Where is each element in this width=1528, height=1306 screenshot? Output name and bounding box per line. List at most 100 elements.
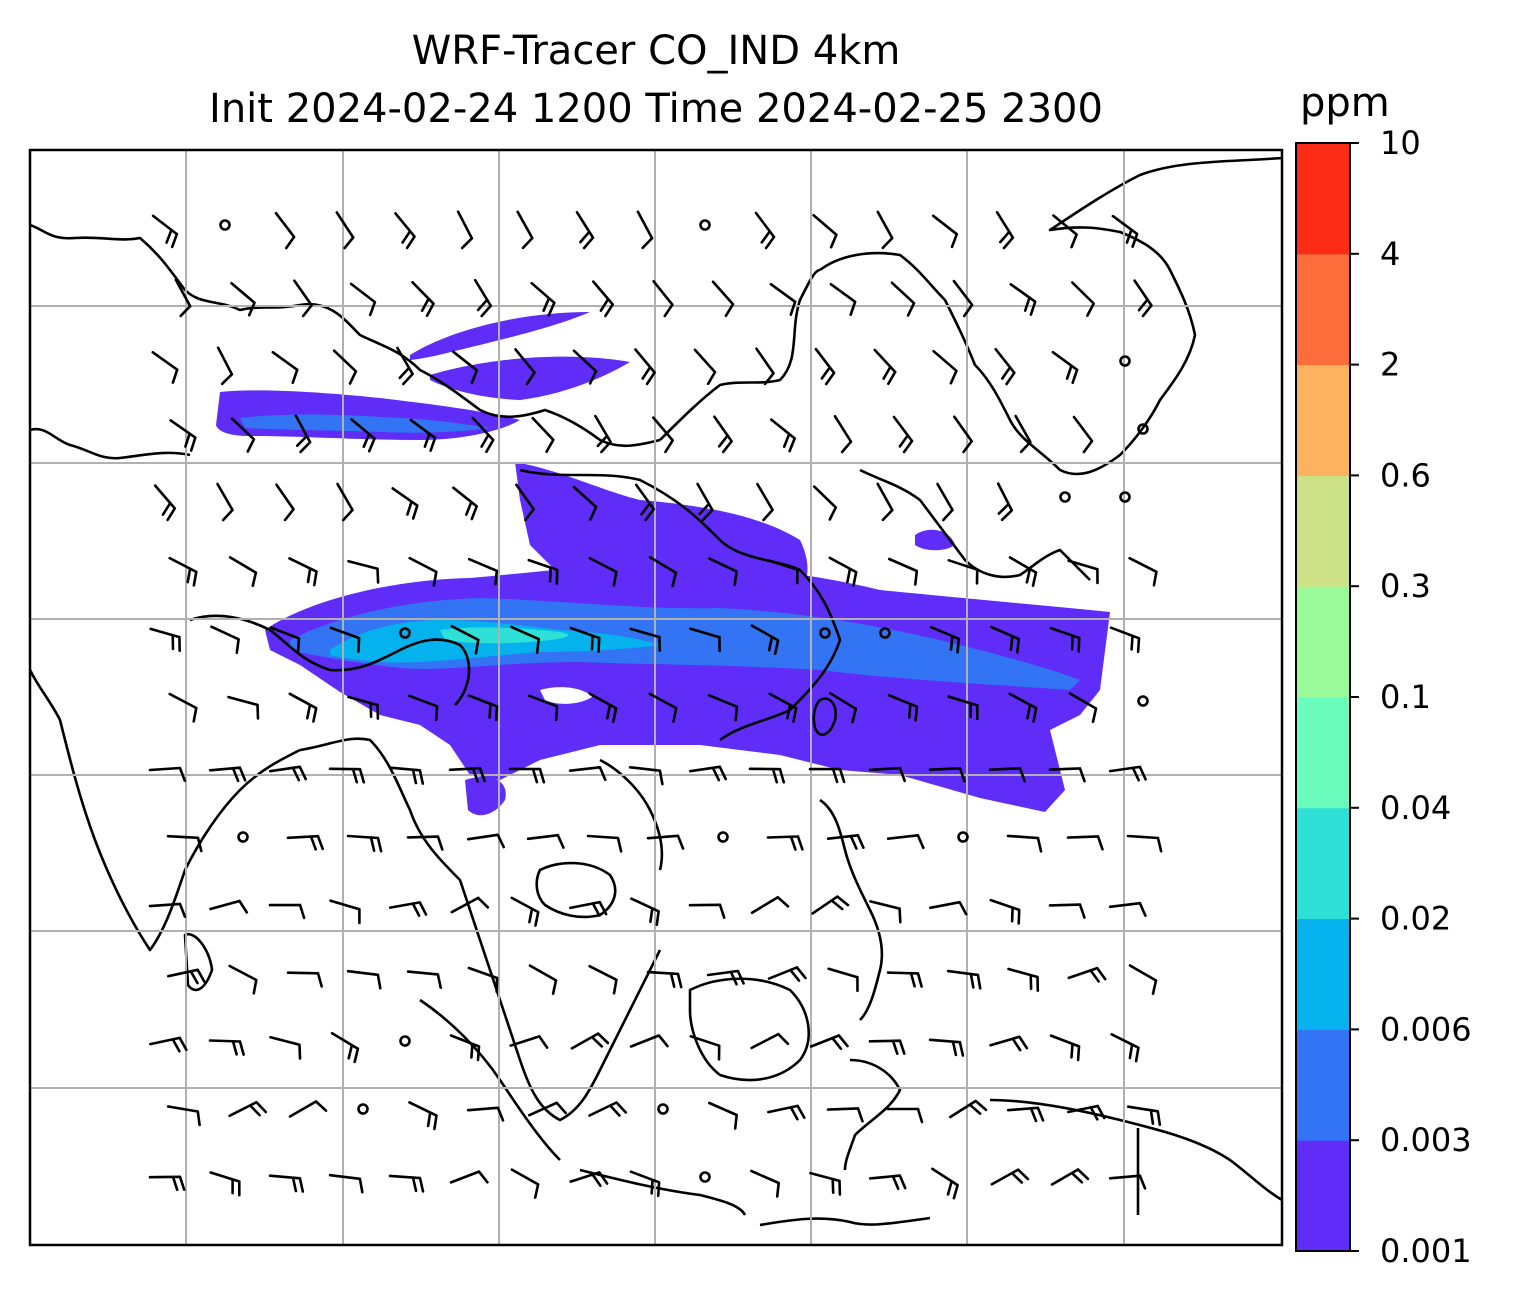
coastline-inner-border-1 bbox=[189, 614, 471, 706]
wind-barb bbox=[1108, 765, 1147, 782]
wind-barb bbox=[336, 482, 354, 522]
calm-wind-marker bbox=[1137, 695, 1149, 707]
wind-barb bbox=[750, 624, 780, 655]
wind-barb bbox=[588, 556, 618, 587]
wind-barb bbox=[688, 903, 726, 919]
coastline-lesser-sunda bbox=[759, 1216, 931, 1227]
wind-barb bbox=[868, 1039, 906, 1055]
calm-wind-marker bbox=[237, 831, 249, 843]
wind-barb bbox=[153, 484, 177, 522]
plume-mid-concentration bbox=[290, 598, 1080, 690]
wind-barb bbox=[451, 350, 479, 385]
map-subtitle: Init 2024-02-24 1200 Time 2024-02-25 230… bbox=[209, 86, 1103, 132]
wind-barb bbox=[288, 692, 318, 723]
co-tracer-plume bbox=[216, 312, 1110, 816]
map-frame bbox=[28, 148, 1284, 1247]
wind-barb bbox=[467, 966, 499, 993]
wind-barb bbox=[988, 767, 1026, 783]
wind-barb bbox=[456, 210, 474, 250]
colorbar-segment bbox=[1296, 364, 1350, 476]
wind-barb bbox=[947, 559, 979, 585]
wind-barb bbox=[208, 1039, 245, 1056]
map-area bbox=[30, 150, 1282, 1245]
colorbar-unit: ppm bbox=[1300, 80, 1390, 126]
wind-barb bbox=[227, 695, 260, 720]
wind-barb bbox=[396, 346, 414, 386]
wind-barb bbox=[1110, 1033, 1140, 1063]
wind-barb bbox=[931, 214, 959, 249]
coastline-sulawesi bbox=[843, 1058, 902, 1171]
wind-barb bbox=[989, 898, 1021, 925]
wind-barb bbox=[750, 1032, 790, 1050]
wind-barb bbox=[406, 970, 442, 989]
coastline-new-guinea bbox=[989, 1098, 1282, 1202]
wind-barb bbox=[629, 1034, 669, 1048]
wind-barb bbox=[528, 964, 558, 995]
wind-barb bbox=[1128, 556, 1158, 587]
wind-barb bbox=[707, 694, 739, 722]
wind-barb bbox=[1049, 626, 1081, 653]
wind-barb bbox=[1067, 1104, 1106, 1121]
wind-barb bbox=[329, 899, 361, 925]
wind-barb bbox=[1014, 414, 1032, 454]
wind-barb bbox=[530, 281, 556, 317]
wind-barb bbox=[572, 485, 598, 521]
wind-barb bbox=[1128, 964, 1158, 995]
wind-barb bbox=[288, 557, 318, 587]
wind-barb bbox=[1067, 559, 1099, 585]
wind-barb bbox=[826, 1107, 864, 1123]
wind-barb bbox=[388, 1174, 425, 1193]
wind-barb bbox=[1009, 283, 1037, 316]
wind-barb bbox=[347, 559, 380, 584]
wind-barb bbox=[448, 766, 486, 783]
wind-barb bbox=[288, 1100, 328, 1118]
wind-barb bbox=[713, 415, 733, 454]
colorbar-segment bbox=[1296, 697, 1350, 809]
wind-barb bbox=[828, 556, 858, 587]
wind-barb bbox=[652, 280, 674, 318]
wind-barb bbox=[708, 557, 738, 587]
wind-barb bbox=[770, 418, 796, 453]
wind-barb bbox=[449, 1170, 489, 1184]
wind-barb bbox=[569, 900, 608, 917]
colorbar-segment bbox=[1296, 143, 1350, 255]
plume-gap bbox=[540, 687, 592, 704]
wind-barb bbox=[754, 211, 776, 250]
wind-barb bbox=[526, 833, 565, 849]
wind-barb bbox=[652, 416, 674, 454]
colorbar-tick-label: 0.006 bbox=[1380, 1010, 1472, 1048]
wind-barb bbox=[510, 896, 540, 927]
wind-barb bbox=[1007, 967, 1040, 992]
wind-barb bbox=[228, 1100, 268, 1118]
wind-barb bbox=[452, 486, 478, 521]
calm-wind-marker bbox=[399, 627, 411, 639]
wind-barb bbox=[890, 281, 916, 317]
colorbar-segment bbox=[1296, 475, 1350, 587]
wind-barb bbox=[767, 559, 799, 585]
calm-wind-marker bbox=[357, 1103, 369, 1115]
wind-barb bbox=[932, 349, 958, 385]
wind-barb bbox=[329, 626, 361, 653]
colorbar-tick-label: 0.1 bbox=[1380, 678, 1431, 716]
wind-barb bbox=[166, 834, 203, 853]
wind-barb bbox=[450, 624, 480, 655]
wind-barb bbox=[768, 692, 798, 723]
wind-barb bbox=[407, 694, 439, 722]
wind-barb bbox=[294, 414, 312, 454]
wind-barb bbox=[946, 969, 982, 990]
wind-barb bbox=[767, 966, 807, 982]
wind-barb bbox=[594, 414, 612, 454]
wind-barb bbox=[1072, 415, 1094, 454]
wind-barb bbox=[646, 970, 683, 989]
wind-barb bbox=[572, 349, 598, 385]
wind-barb bbox=[808, 767, 846, 784]
wind-barb bbox=[994, 347, 1016, 386]
wind-barb bbox=[826, 834, 865, 850]
wind-barb bbox=[228, 964, 258, 995]
wind-barb bbox=[693, 348, 717, 386]
wind-barb bbox=[346, 969, 382, 990]
plume-upper-band bbox=[515, 462, 808, 595]
wind-barb bbox=[568, 766, 607, 782]
wind-barb bbox=[148, 1175, 186, 1192]
calm-wind-marker bbox=[957, 831, 969, 843]
